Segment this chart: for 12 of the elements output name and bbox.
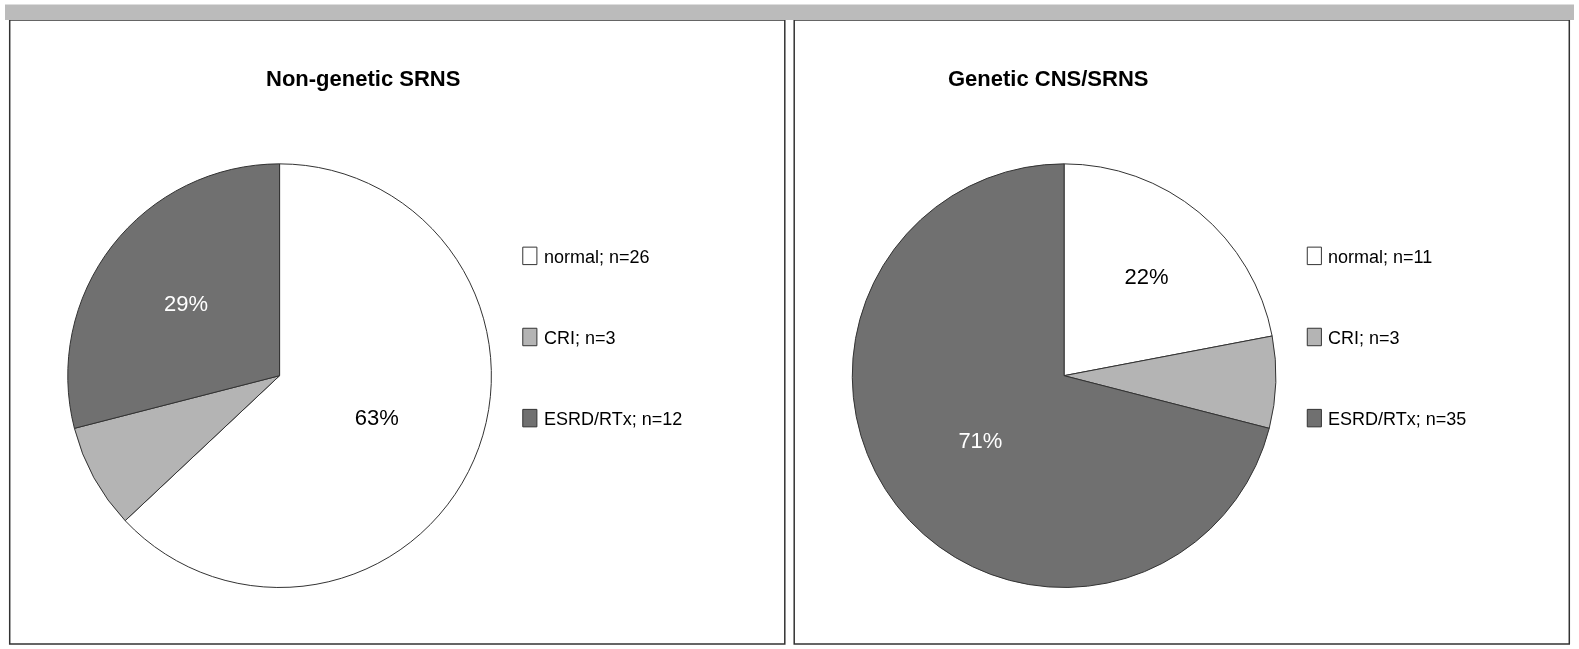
legend-label: ESRD/RTx; n=12: [544, 409, 683, 429]
chart-title: Genetic CNS/SRNS: [948, 66, 1149, 91]
data-label: 29%: [164, 290, 209, 316]
legend-label: CRI; n=3: [544, 328, 616, 348]
legend-label: CRI; n=3: [1328, 328, 1400, 348]
legend-label: normal; n=11: [1328, 247, 1433, 267]
legend-label: ESRD/RTx; n=35: [1328, 409, 1467, 429]
data-label: 63%: [354, 405, 399, 431]
legend-label: normal; n=26: [544, 247, 650, 267]
data-label: 22%: [1124, 263, 1169, 289]
data-label: 71%: [958, 428, 1003, 454]
chart-title: Non-genetic SRNS: [266, 66, 461, 91]
